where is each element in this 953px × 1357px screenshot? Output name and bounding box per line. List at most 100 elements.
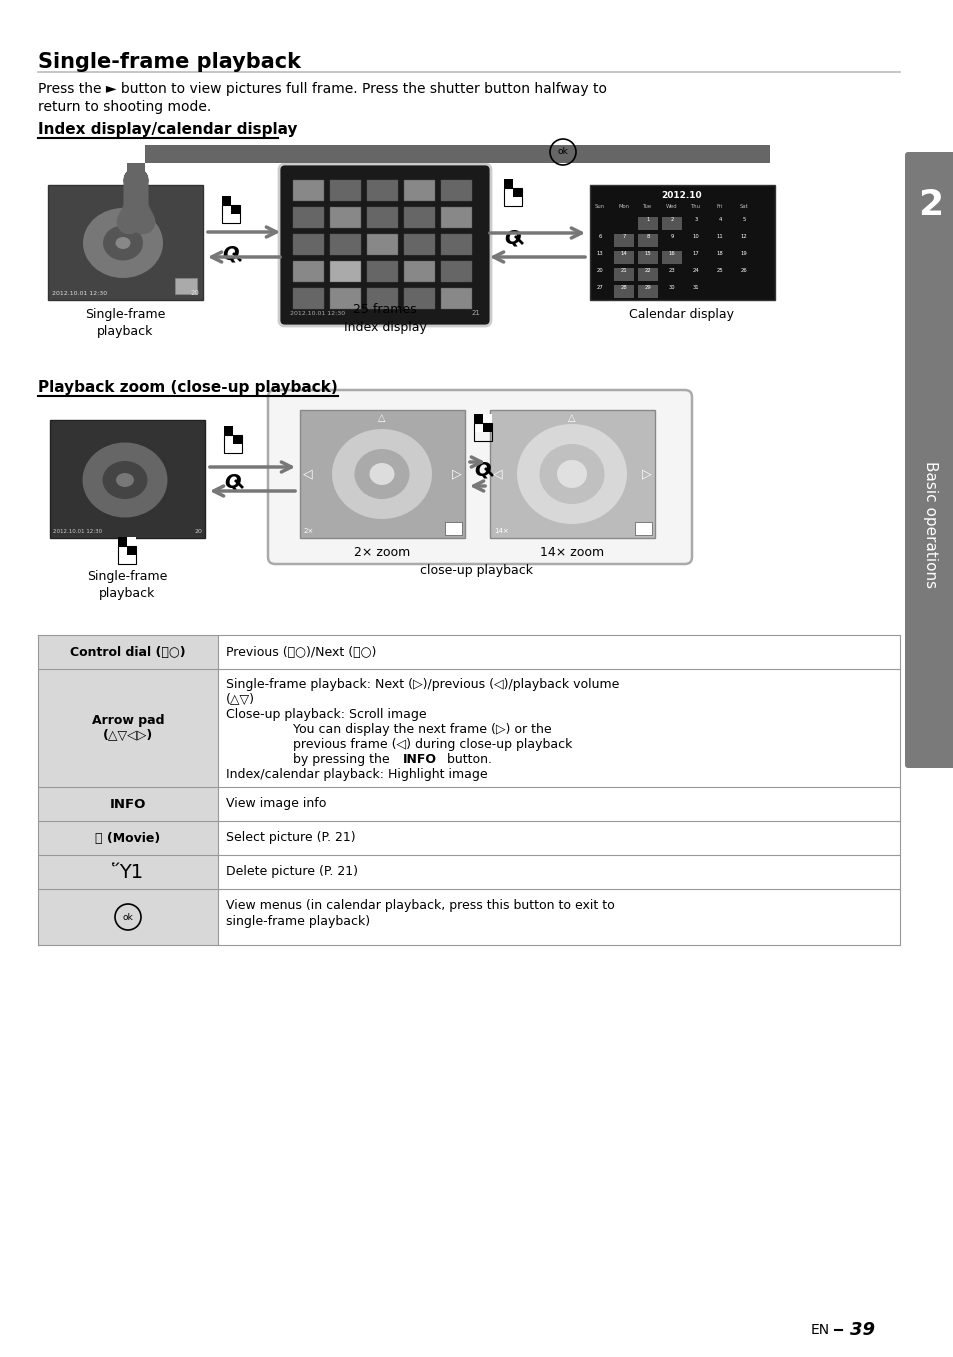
Bar [293,233,324,255]
Text: 21: 21 [620,267,627,273]
Bar [222,195,231,205]
Text: ▷: ▷ [641,468,651,480]
Bar [614,233,634,247]
Text: Control dial (Ⓡ○): Control dial (Ⓡ○) [71,646,186,658]
Text: You can display the next frame (▷) or the: You can display the next frame (▷) or th… [293,723,551,735]
Bar [118,537,127,546]
Bar [38,669,899,787]
Text: 20: 20 [193,529,202,535]
Text: 19: 19 [740,251,746,256]
Text: Sat: Sat [739,205,747,209]
Text: Wed: Wed [665,205,677,209]
Text: Close-up playback: Scroll image: Close-up playback: Scroll image [226,708,426,721]
Text: 11: 11 [716,233,722,239]
Text: 31: 31 [692,285,699,290]
Text: 30: 30 [668,285,675,290]
Text: Basic operations: Basic operations [923,461,938,589]
Text: Q: Q [222,246,239,265]
Ellipse shape [355,449,409,499]
Text: button.: button. [442,753,492,765]
Bar [174,278,196,294]
Text: 2: 2 [670,217,673,223]
Bar [38,787,218,821]
Bar [490,410,655,537]
Text: Tue: Tue [642,205,652,209]
Bar [50,421,205,537]
Bar [614,251,634,265]
Ellipse shape [82,442,168,517]
Text: Index display: Index display [343,322,426,334]
Bar [482,423,492,432]
Text: 13: 13 [596,251,602,256]
Text: Ὕ1: Ὕ1 [112,863,144,882]
Bar [638,251,658,265]
Bar [127,163,145,183]
Bar [38,855,899,889]
Text: single-frame playback): single-frame playback) [226,915,370,928]
Bar [38,889,899,944]
Bar [638,217,658,229]
Text: EN: EN [810,1323,829,1337]
Text: View menus (in calendar playback, press this button to exit to: View menus (in calendar playback, press … [226,898,614,912]
FancyBboxPatch shape [278,164,491,326]
Text: INFO: INFO [110,798,146,810]
Bar [233,436,242,444]
Text: 1: 1 [645,217,649,223]
Bar [614,267,634,281]
Text: 20: 20 [190,290,199,296]
Bar [403,261,435,282]
Bar [127,546,136,555]
Text: 23: 23 [668,267,675,273]
Ellipse shape [332,429,432,518]
Text: 10: 10 [692,233,699,239]
Bar [222,205,231,214]
Bar [38,635,899,669]
Text: 16: 16 [668,251,675,256]
Bar [474,423,492,441]
Bar [614,285,634,299]
Bar [299,410,464,537]
Text: 2012.10.01 12:30: 2012.10.01 12:30 [53,529,102,535]
Bar [233,426,242,436]
Bar [367,233,397,255]
Text: 2×: 2× [304,528,314,535]
Ellipse shape [539,444,604,503]
Bar [38,669,218,787]
Text: Select picture (P. 21): Select picture (P. 21) [226,832,355,844]
Text: △: △ [568,413,576,423]
Bar [474,423,482,432]
Bar [440,208,472,228]
Bar [589,185,774,300]
Bar [367,180,397,201]
Text: 14: 14 [620,251,627,256]
Text: Single-frame playback: Next (▷)/previous (◁)/playback volume: Single-frame playback: Next (▷)/previous… [226,678,618,691]
Bar [330,208,360,228]
Text: 6: 6 [598,233,601,239]
Text: by pressing the: by pressing the [293,753,394,765]
Text: Delete picture (P. 21): Delete picture (P. 21) [226,866,357,878]
Text: Previous (Ⓡ○)/Next (Ⓡ○): Previous (Ⓡ○)/Next (Ⓡ○) [226,646,376,658]
Bar [127,537,136,546]
Text: 20: 20 [596,267,602,273]
Ellipse shape [83,208,163,278]
Bar [367,208,397,228]
Bar [222,205,240,223]
Text: 25 frames: 25 frames [353,303,416,316]
Bar [38,855,218,889]
Text: 15: 15 [644,251,651,256]
Text: 18: 18 [716,251,722,256]
Bar [661,217,681,229]
Bar [38,821,218,855]
Bar [330,233,360,255]
Bar [293,180,324,201]
Text: Press the ► button to view pictures full frame. Press the shutter button halfway: Press the ► button to view pictures full… [38,81,606,96]
Text: 14×: 14× [494,528,508,535]
Text: 8: 8 [645,233,649,239]
Bar [145,145,769,163]
Bar [513,179,521,189]
Text: 29: 29 [644,285,651,290]
Bar [224,436,242,453]
Bar [403,288,435,309]
Bar [118,546,127,555]
Text: Index/calendar playback: Highlight image: Index/calendar playback: Highlight image [226,768,487,782]
